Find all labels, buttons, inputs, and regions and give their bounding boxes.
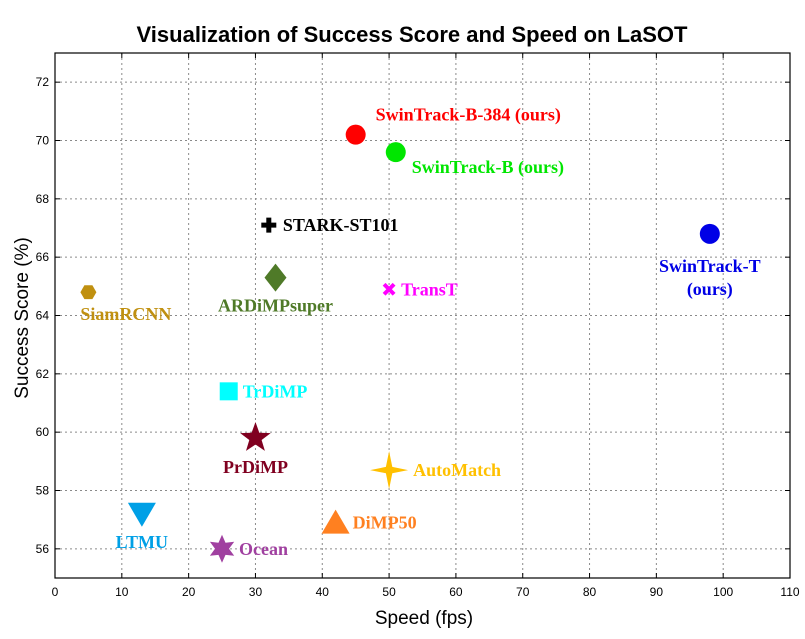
point-label: SwinTrack-B (ours) [412, 157, 564, 178]
data-point: SiamRCNN [80, 285, 171, 324]
marker-circle [345, 124, 366, 145]
y-tick-label: 56 [36, 542, 50, 556]
marker-star5 [240, 422, 271, 451]
marker-hexagon [80, 285, 97, 300]
point-label: DiMP50 [353, 513, 417, 533]
y-tick-label: 64 [36, 309, 50, 323]
point-label: Ocean [239, 539, 288, 559]
y-axis-label: Success Score (%) [12, 237, 33, 399]
point-label: SwinTrack-B-384 (ours) [376, 105, 561, 126]
x-tick-label: 90 [650, 585, 664, 599]
x-tick-label: 30 [249, 585, 263, 599]
marker-plus [261, 217, 277, 233]
data-point: LTMU [116, 502, 168, 552]
x-tick-label: 100 [713, 585, 733, 599]
marker-star6 [209, 534, 235, 563]
y-tick-label: 70 [36, 134, 50, 148]
point-label: (ours) [687, 279, 733, 300]
data-point: SwinTrack-B (ours) [385, 142, 564, 178]
point-label: STARK-ST101 [283, 215, 399, 235]
point-label: TrDiMP [243, 381, 308, 401]
x-tick-label: 110 [780, 585, 799, 599]
x-tick-label: 80 [583, 585, 597, 599]
data-point: SwinTrack-T (ours) [659, 223, 761, 300]
y-tick-label: 68 [36, 192, 50, 206]
point-label: AutoMatch [413, 460, 501, 480]
marker-triangle-up [321, 509, 350, 534]
chart-title: Visualization of Success Score and Speed… [137, 22, 689, 47]
data-points: SwinTrack-B-384 (ours) SwinTrack-B (ours)… [80, 105, 761, 563]
marker-star4 [370, 451, 409, 490]
y-tick-label: 72 [36, 75, 50, 89]
data-point: STARK-ST101 [261, 215, 399, 235]
y-tick-label: 62 [36, 367, 50, 381]
x-tick-label: 0 [52, 585, 59, 599]
marker-circle [699, 223, 720, 244]
marker-triangle-down [127, 502, 156, 527]
data-point: AutoMatch [370, 451, 501, 490]
point-label: PrDiMP [223, 457, 288, 477]
marker-square [219, 382, 238, 401]
point-label: SiamRCNN [80, 304, 171, 324]
data-point: SwinTrack-B-384 (ours) [345, 105, 561, 145]
y-tick-label: 66 [36, 250, 50, 264]
plot-frame [54, 52, 791, 579]
x-axis-label: Speed (fps) [375, 608, 473, 629]
y-tick-label: 58 [36, 484, 50, 498]
x-tick-label: 70 [516, 585, 530, 599]
point-label: LTMU [116, 532, 168, 552]
marker-diamond [264, 263, 287, 292]
x-tick-label: 50 [382, 585, 396, 599]
data-point: DiMP50 [321, 509, 417, 534]
data-point: ARDiMPsuper [218, 263, 333, 316]
point-label: ARDiMPsuper [218, 296, 333, 316]
data-point: PrDiMP [223, 422, 288, 477]
axis-ticks: 0 10 20 30 40 50 60 70 80 90 100 110 56 58 60 62 64 66 68 7… [36, 53, 800, 599]
x-tick-label: 20 [182, 585, 196, 599]
x-tick-label: 40 [316, 585, 330, 599]
data-point: TransT [382, 279, 458, 299]
data-point: TrDiMP [219, 381, 308, 401]
x-tick-label: 10 [115, 585, 129, 599]
x-tick-label: 60 [449, 585, 463, 599]
marker-x [382, 282, 396, 296]
marker-circle [385, 142, 406, 163]
point-label: TransT [401, 279, 458, 299]
y-tick-label: 60 [36, 425, 50, 439]
point-label: SwinTrack-T [659, 256, 761, 276]
data-point: Ocean [209, 534, 288, 563]
marker-x-stroke [382, 282, 396, 296]
